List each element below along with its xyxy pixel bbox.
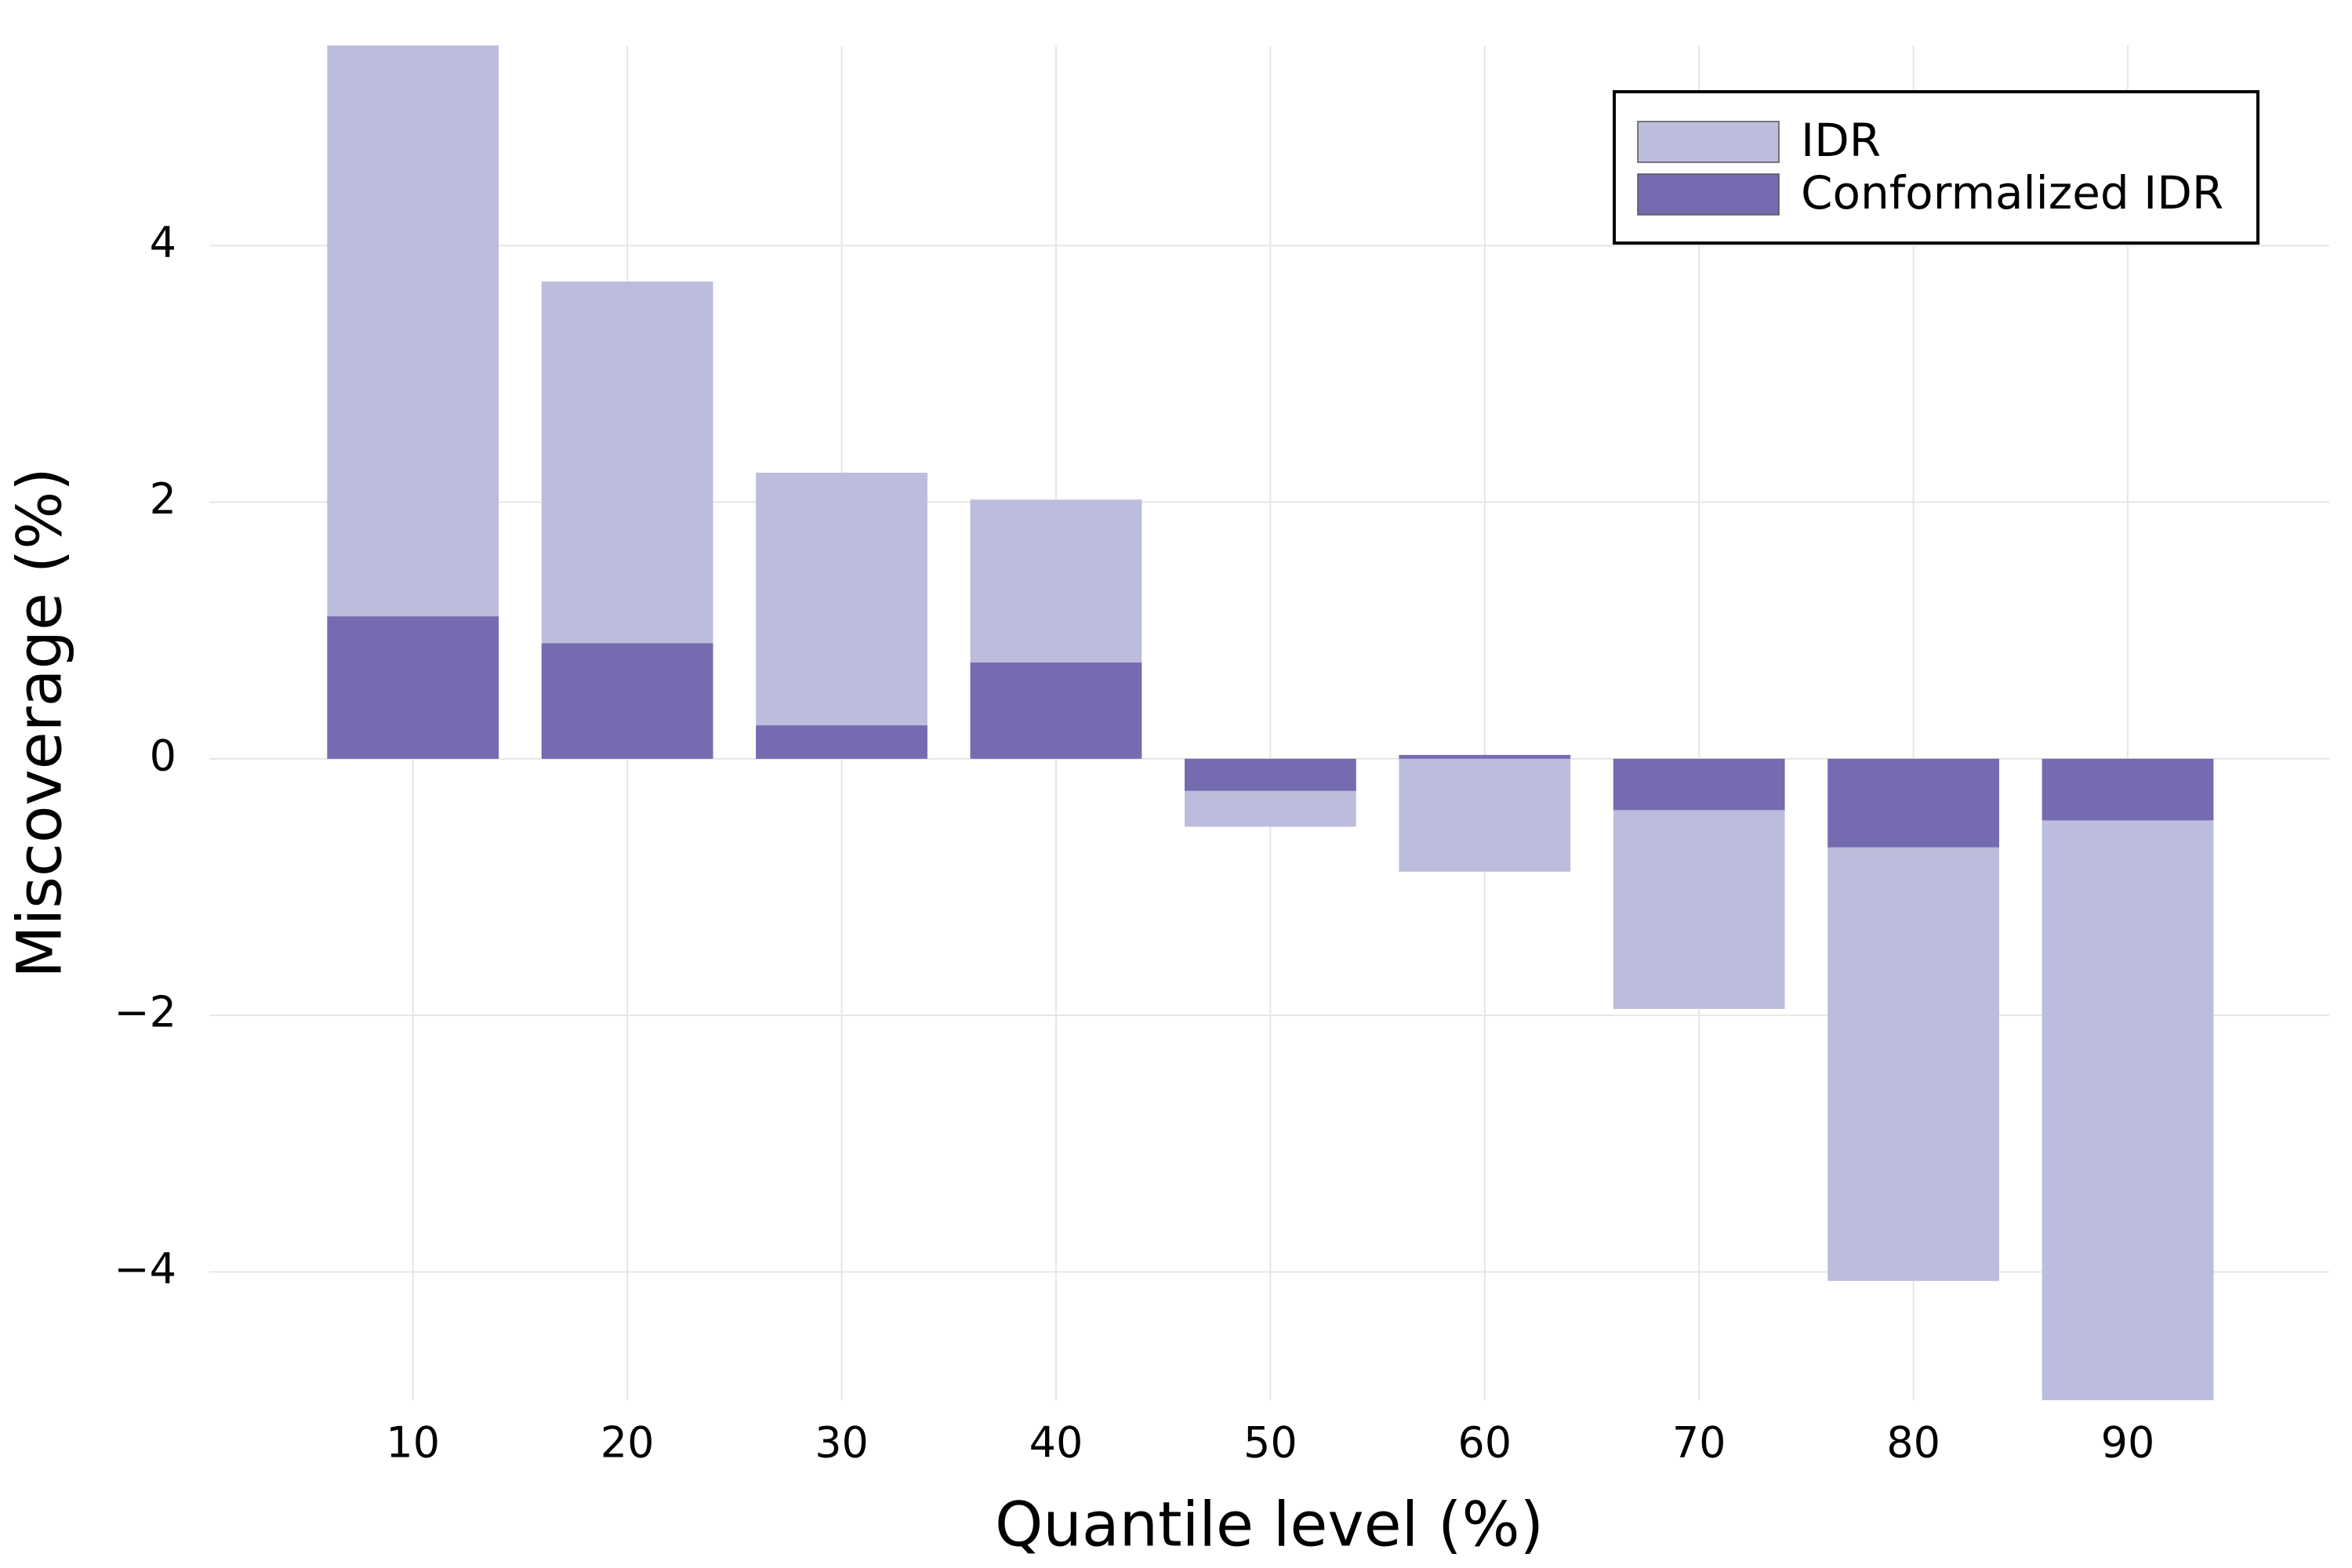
x-tick-label: 40 xyxy=(1029,1418,1083,1468)
bar xyxy=(756,472,927,759)
bar xyxy=(756,725,927,759)
x-tick-label: 60 xyxy=(1457,1418,1512,1468)
x-tick-label: 90 xyxy=(2101,1418,2155,1468)
y-tick-label: 0 xyxy=(150,731,176,780)
x-tick-label: 70 xyxy=(1672,1418,1726,1468)
bar xyxy=(1399,758,1571,872)
bar xyxy=(1399,754,1571,759)
x-tick-label: 20 xyxy=(601,1418,655,1468)
legend-label: IDR xyxy=(1801,114,1881,167)
bar xyxy=(1828,758,1999,848)
legend-swatch xyxy=(1637,173,1780,216)
bar xyxy=(970,662,1142,759)
legend-box xyxy=(1613,90,2259,245)
y-tick-label: −2 xyxy=(114,988,176,1037)
legend-swatch xyxy=(1637,121,1780,163)
bar xyxy=(1185,758,1356,791)
y-tick-label: −4 xyxy=(114,1244,176,1294)
bar xyxy=(2042,758,2214,1400)
bar xyxy=(327,616,499,759)
bar xyxy=(541,643,713,759)
y-axis-label: Miscoverage (%) xyxy=(5,467,75,978)
x-tick-label: 10 xyxy=(386,1418,440,1468)
x-tick-label: 80 xyxy=(1886,1418,1940,1468)
x-tick-label: 30 xyxy=(815,1418,869,1468)
bar xyxy=(2042,758,2214,821)
legend-label: Conformalized IDR xyxy=(1801,166,2223,220)
y-tick-label: 4 xyxy=(150,218,176,267)
x-axis-label: Quantile level (%) xyxy=(995,1490,1544,1560)
y-tick-label: 2 xyxy=(150,474,176,524)
bar xyxy=(1613,758,1785,811)
x-tick-label: 50 xyxy=(1243,1418,1298,1468)
